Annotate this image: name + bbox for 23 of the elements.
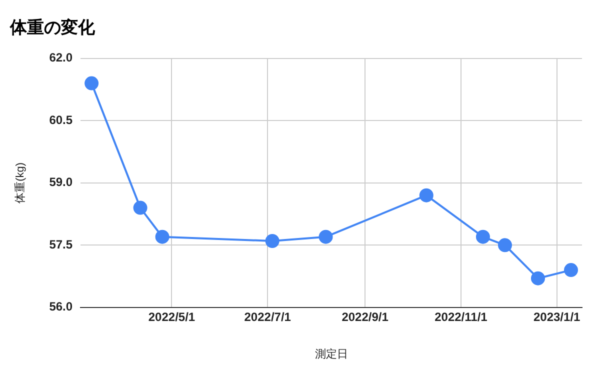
y-axis-title: 体重(kg) xyxy=(14,162,27,204)
point xyxy=(133,200,148,215)
y-tick-label: 60.5 xyxy=(49,112,73,127)
y-tick-label: 57.5 xyxy=(49,237,73,252)
y-tick-label: 62.0 xyxy=(49,50,73,65)
point xyxy=(476,230,490,244)
x-tick-label: 2022/7/1 xyxy=(244,310,292,324)
x-tick-label: 2023/1/1 xyxy=(533,310,581,324)
point xyxy=(265,234,280,248)
point xyxy=(564,263,578,278)
point xyxy=(84,76,99,90)
x-axis-title: 測定日 xyxy=(314,347,348,360)
point xyxy=(419,188,434,202)
y-tick-label: 59.0 xyxy=(49,175,73,190)
point xyxy=(498,238,512,252)
point xyxy=(530,271,545,286)
point xyxy=(318,230,333,244)
y-tick-label: 56.0 xyxy=(49,300,73,314)
x-tick-label: 2022/5/1 xyxy=(148,310,196,324)
x-tick-label: 2022/11/1 xyxy=(434,310,488,324)
chart-title: 体重の変化 xyxy=(9,18,96,37)
point xyxy=(155,230,170,244)
x-tick-label: 2022/9/1 xyxy=(342,310,389,324)
